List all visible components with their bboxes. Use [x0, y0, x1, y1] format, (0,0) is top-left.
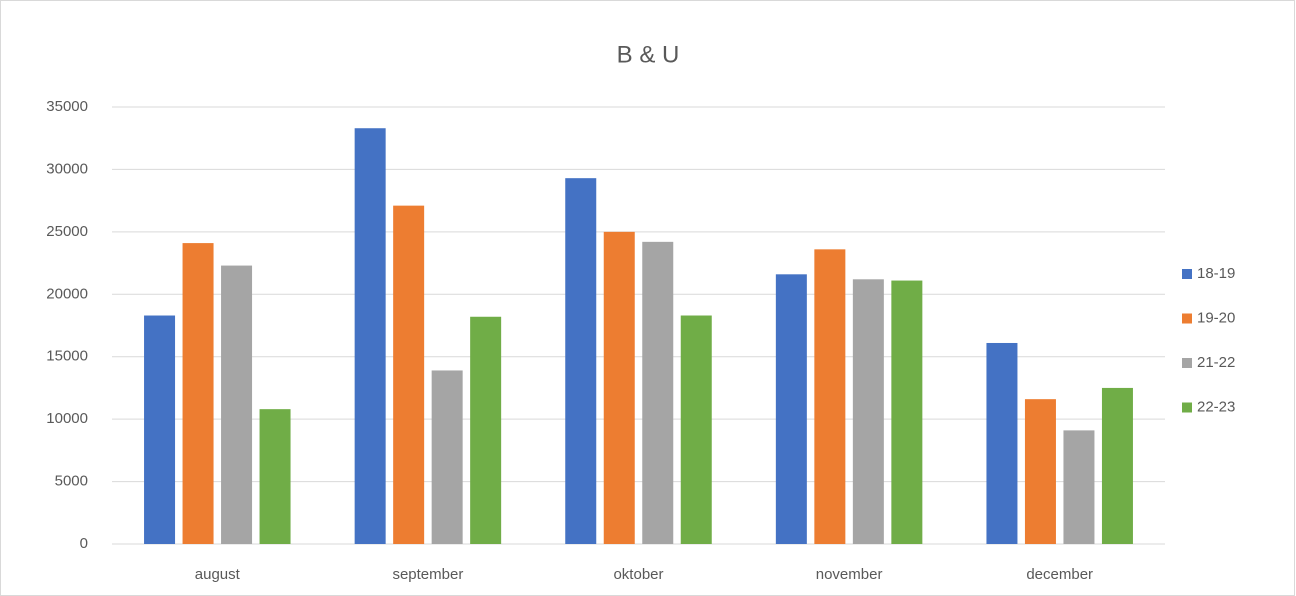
legend-swatch	[1182, 313, 1192, 324]
bar	[144, 315, 176, 544]
bar	[986, 342, 1018, 544]
legend-label: 22-23	[1197, 398, 1235, 415]
bar	[852, 279, 884, 544]
y-tick-label: 20000	[46, 285, 88, 302]
y-tick-label: 30000	[46, 160, 88, 177]
bar	[891, 280, 923, 544]
y-tick-label: 25000	[46, 223, 88, 240]
bar	[221, 265, 253, 544]
bar	[565, 178, 597, 544]
bar	[1063, 430, 1095, 544]
x-tick-label: december	[1026, 566, 1093, 583]
bar	[642, 241, 674, 545]
y-tick-label: 5000	[55, 473, 88, 490]
x-tick-label: november	[816, 566, 883, 583]
bar	[393, 205, 425, 544]
legend-label: 19-20	[1197, 309, 1235, 326]
bar	[775, 274, 807, 544]
x-tick-label: september	[392, 566, 463, 583]
y-tick-label: 10000	[46, 410, 88, 427]
legend-label: 18-19	[1197, 265, 1235, 282]
bar	[354, 128, 386, 544]
legend-swatch	[1182, 358, 1192, 368]
legend-swatch	[1182, 402, 1192, 413]
bar	[182, 243, 214, 544]
legend-label: 21-22	[1197, 354, 1235, 371]
bar	[1024, 399, 1056, 544]
bar	[680, 315, 712, 544]
legend-swatch	[1182, 269, 1192, 279]
x-tick-label: oktober	[613, 566, 663, 583]
bar	[603, 231, 635, 544]
y-tick-label: 15000	[46, 348, 88, 365]
x-tick-label: august	[195, 566, 241, 583]
bar	[431, 370, 463, 544]
bar	[259, 409, 291, 544]
chart-title: B & U	[617, 41, 680, 68]
y-tick-label: 0	[80, 535, 88, 552]
bar	[1101, 387, 1133, 544]
bar	[814, 249, 846, 544]
y-tick-label: 35000	[46, 98, 88, 115]
bar	[470, 316, 502, 544]
